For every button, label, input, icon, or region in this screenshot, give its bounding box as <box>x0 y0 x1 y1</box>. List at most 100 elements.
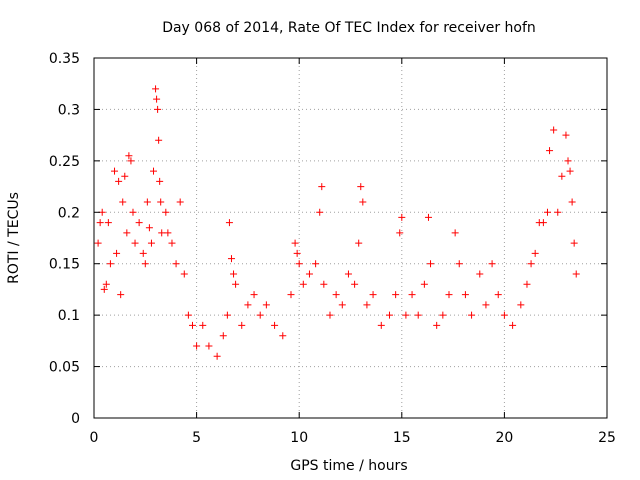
axis-ticks: 0 5 10 15 20 25 0 0.05 0.1 0.15 0.2 0.25 0.3 0.35 <box>49 51 616 446</box>
data-point <box>359 198 367 206</box>
data-point <box>225 219 233 227</box>
data-point <box>355 239 363 247</box>
data-point <box>96 219 104 227</box>
data-points <box>94 85 580 360</box>
data-point <box>351 280 359 288</box>
data-point <box>517 301 525 309</box>
data-point <box>494 291 502 299</box>
data-point <box>402 311 410 319</box>
data-point <box>127 157 135 165</box>
data-point <box>168 239 176 247</box>
data-point <box>153 95 161 103</box>
x-tick-label: 25 <box>598 430 616 446</box>
data-point <box>102 280 110 288</box>
data-point <box>568 198 576 206</box>
data-point <box>162 208 170 216</box>
data-point <box>396 229 404 237</box>
grid-lines <box>94 58 607 418</box>
y-tick-label: 0.3 <box>58 102 80 118</box>
data-point <box>113 249 121 257</box>
data-point <box>433 321 441 329</box>
data-point <box>439 311 447 319</box>
data-point <box>117 291 125 299</box>
x-axis-label: GPS time / hours <box>290 458 407 474</box>
data-point <box>244 301 252 309</box>
data-point <box>363 301 371 309</box>
data-point <box>539 219 547 227</box>
data-point <box>488 260 496 268</box>
data-point <box>199 321 207 329</box>
data-point <box>223 311 231 319</box>
data-point <box>338 301 346 309</box>
y-tick-label: 0.1 <box>58 308 80 324</box>
data-point <box>262 301 270 309</box>
data-point <box>291 239 299 247</box>
data-point <box>332 291 340 299</box>
data-point <box>408 291 416 299</box>
data-point <box>172 260 180 268</box>
data-point <box>147 239 155 247</box>
data-point <box>256 311 264 319</box>
data-point <box>312 260 320 268</box>
y-tick-label: 0.05 <box>49 360 80 376</box>
x-tick-label: 10 <box>290 430 308 446</box>
data-point <box>451 229 459 237</box>
data-point <box>293 249 301 257</box>
data-point <box>295 260 303 268</box>
data-point <box>271 321 279 329</box>
data-point <box>562 131 570 139</box>
data-point <box>318 183 326 191</box>
data-point <box>129 208 137 216</box>
data-point <box>111 167 119 175</box>
data-point <box>476 270 484 278</box>
data-point <box>509 321 517 329</box>
data-point <box>184 311 192 319</box>
data-point <box>344 270 352 278</box>
y-tick-label: 0.15 <box>49 257 80 273</box>
data-point <box>546 147 554 155</box>
y-tick-label: 0.25 <box>49 154 80 170</box>
data-point <box>279 332 287 340</box>
data-point <box>398 213 406 221</box>
data-point <box>188 321 196 329</box>
plot-frame <box>93 57 608 419</box>
data-point <box>357 183 365 191</box>
data-point <box>385 311 393 319</box>
data-point <box>176 198 184 206</box>
data-point <box>523 280 531 288</box>
chart-title: Day 068 of 2014, Rate Of TEC Index for r… <box>162 20 536 36</box>
data-point <box>158 229 166 237</box>
data-point <box>145 224 153 232</box>
data-point <box>141 260 149 268</box>
data-point <box>461 291 469 299</box>
data-point <box>104 219 112 227</box>
x-tick-label: 15 <box>393 430 411 446</box>
data-point <box>143 198 151 206</box>
data-point <box>106 260 114 268</box>
data-point <box>150 167 158 175</box>
data-point <box>121 172 129 180</box>
x-tick-label: 0 <box>90 430 99 446</box>
data-point <box>125 152 133 160</box>
data-point <box>527 260 535 268</box>
data-point <box>320 280 328 288</box>
data-point <box>550 126 558 134</box>
data-point <box>468 311 476 319</box>
y-tick-label: 0.2 <box>58 205 80 221</box>
data-point <box>455 260 463 268</box>
data-point <box>193 342 201 350</box>
data-point <box>377 321 385 329</box>
data-point <box>238 321 246 329</box>
data-point <box>131 239 139 247</box>
x-tick-label: 20 <box>495 430 513 446</box>
data-point <box>564 157 572 165</box>
data-point <box>232 280 240 288</box>
data-point <box>316 208 324 216</box>
data-point <box>299 280 307 288</box>
data-point <box>157 198 165 206</box>
data-point <box>566 167 574 175</box>
data-point <box>115 177 123 185</box>
data-point <box>152 85 160 93</box>
data-point <box>543 208 551 216</box>
